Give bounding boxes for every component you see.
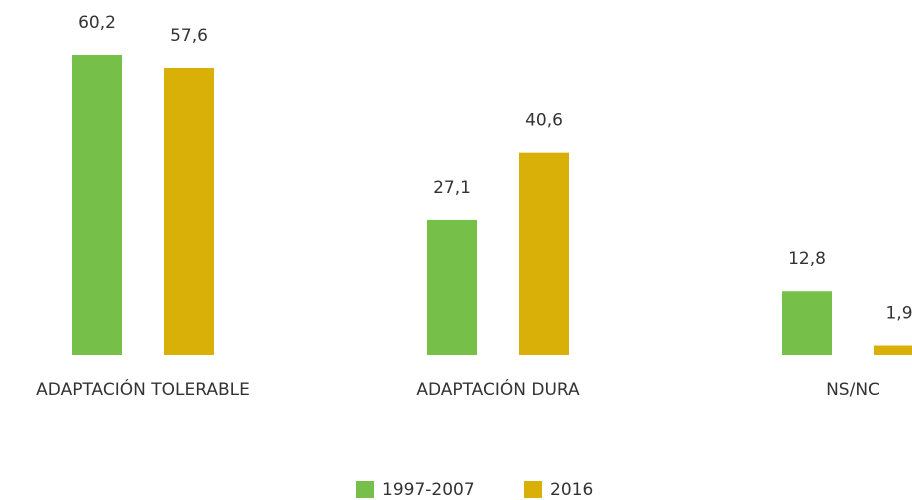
legend-label: 2016: [550, 480, 593, 500]
value-label: 12,8: [788, 249, 826, 269]
legend-label: 1997-2007: [382, 480, 475, 500]
x-tick-label: NS/NC: [826, 380, 880, 400]
bar: [874, 345, 912, 355]
x-tick-label: ADAPTACIÓN DURA: [416, 378, 580, 400]
bar: [427, 219, 477, 355]
value-label: 27,1: [433, 178, 471, 198]
value-label: 60,2: [78, 13, 116, 33]
value-label: 1,9: [885, 304, 912, 324]
legend-swatch: [356, 481, 374, 498]
value-label: 57,6: [170, 26, 208, 46]
bar: [519, 152, 569, 355]
bar: [782, 291, 832, 355]
bar: [72, 55, 122, 355]
x-tick-label: ADAPTACIÓN TOLERABLE: [36, 378, 250, 400]
bar: [164, 67, 214, 355]
legend-swatch: [524, 481, 542, 498]
value-label: 40,6: [525, 111, 563, 131]
